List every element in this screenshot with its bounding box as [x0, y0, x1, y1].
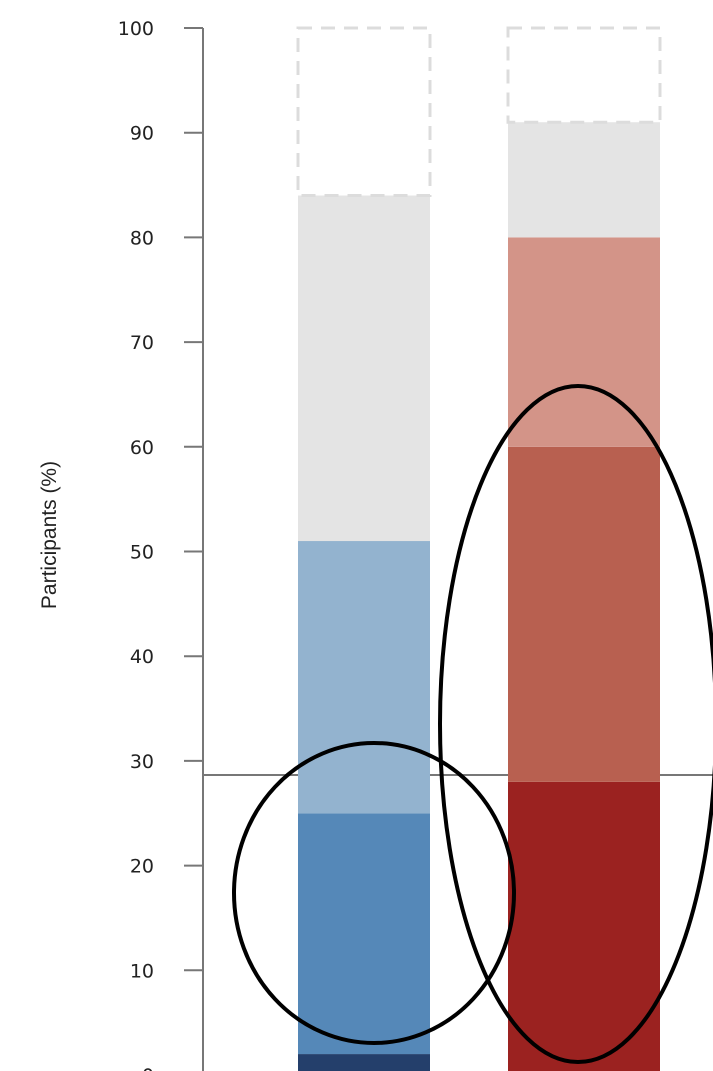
bar-remainder-outline: [506, 26, 662, 124]
bar-remainder-outline: [296, 26, 432, 198]
bar-segment: [508, 781, 660, 1071]
bar-segment: [508, 122, 660, 238]
bar-segment: [298, 541, 430, 814]
y-tick-label: 40: [130, 646, 154, 668]
y-tick-label: 50: [130, 542, 154, 564]
annotation-ellipse-1: [232, 741, 516, 1045]
bar-segment: [298, 813, 430, 1055]
y-tick-label: 60: [130, 437, 154, 459]
bar-segment: [508, 237, 660, 447]
bar-1: [296, 26, 432, 1071]
y-tick-label: 0: [142, 1065, 154, 1071]
bar-segment: [298, 195, 430, 542]
y-tick-label: 70: [130, 332, 154, 354]
bar-segment: [508, 446, 660, 782]
annotations: [232, 384, 713, 1064]
y-tick-label: 90: [130, 123, 154, 145]
y-tick-label: 30: [130, 751, 154, 773]
y-tick-label: 100: [118, 18, 154, 40]
bar-2: [506, 26, 662, 1071]
y-tick-label: 80: [130, 227, 154, 249]
y-tick-label: 20: [130, 856, 154, 878]
y-tick-label: 10: [130, 960, 154, 982]
bars: [296, 26, 662, 1071]
annotation-ellipse-2: [438, 384, 713, 1064]
bar-segment: [298, 1054, 430, 1071]
y-axis-label: Participants (%): [38, 461, 61, 609]
